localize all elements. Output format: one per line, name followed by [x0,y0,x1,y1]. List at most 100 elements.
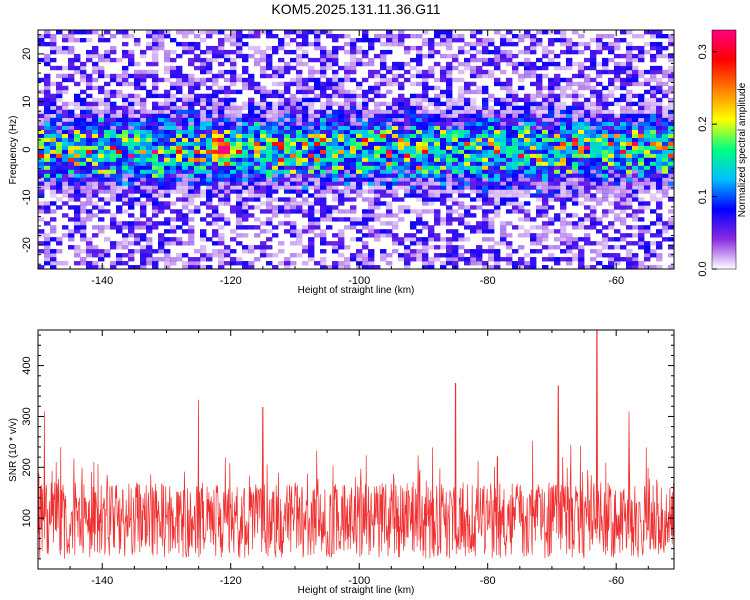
spectrogram-cell [638,265,645,269]
spectrogram-cell [386,169,393,174]
spectrogram-cell [296,125,303,130]
spectrogram-cell [254,33,261,39]
spectrogram-cell [560,249,567,254]
spectrogram-cell [200,229,207,234]
spectrogram-cell [188,185,195,190]
spectrogram-cell [602,97,609,103]
spectrogram-cell [590,49,597,55]
spectrogram-cell [200,65,207,71]
spectrogram-cell [464,181,471,186]
spectrogram-cell [584,125,591,130]
spectrogram-cell [650,193,657,198]
spectrogram-cell [140,49,147,55]
spectrogram-cell [668,129,674,134]
spectrogram-cell [248,225,255,230]
spectrogram-cell [266,209,273,214]
spectrogram-cell [38,97,45,103]
spectrogram-cell [338,233,345,238]
spectrogram-cell [206,93,213,99]
spectrogram-cell [254,177,261,182]
spectrogram-cell [272,93,279,99]
spectrogram-cell [578,193,585,198]
spectrogram-cell [434,49,441,55]
spectrogram-cell [278,197,285,202]
spectrogram-cell [500,221,507,226]
spectrogram-cell [638,141,645,146]
spectrogram-cell [242,169,249,174]
spectrogram-cell [362,97,369,103]
spectrogram-cell [602,129,609,134]
spectrogram-cell [500,37,507,43]
spectrogram-cell [38,217,45,222]
spectrogram-cell [638,93,645,99]
spectrogram-cell [140,145,147,150]
spectrogram-cell [482,209,489,214]
spectrogram-cell [296,105,303,111]
spectrogram-cell [314,149,321,154]
spectrogram-cell [386,153,393,158]
spectrogram-cell [254,81,261,87]
spectrogram-cell [476,41,483,47]
spectrogram-cell [362,189,369,194]
spectrogram-cell [164,129,171,134]
spectrogram-cell [260,185,267,190]
spectrogram-cell [62,125,69,130]
spectrogram-cell [272,109,279,115]
spectrogram-cell [74,177,81,182]
spectrogram-cell [236,173,243,178]
spectrogram-cell [290,181,297,186]
spectrogram-cell [494,81,501,87]
spectrogram-cell [482,189,489,194]
spectrogram-cell [320,189,327,194]
spectrogram-cell [632,113,639,119]
spectrogram-cell [602,45,609,51]
spectrogram-cell [494,97,501,103]
spectrogram-cell [44,133,51,138]
spectrogram-cell [566,197,573,202]
spectrogram-cell [620,53,627,59]
spectrogram-cell [176,161,183,166]
spectrogram-cell [338,165,345,170]
spectrogram-cell [416,157,423,162]
spectrogram-cell [122,221,129,226]
spectrogram-cell [428,141,435,146]
spectrogram-cell [104,141,111,146]
spectrogram-cell [554,189,561,194]
spectrogram-cell [410,177,417,182]
spectrogram-cell [176,169,183,174]
spectrogram-cell [332,233,339,238]
spectrogram-cell [332,161,339,166]
spectrogram-cell [656,125,663,130]
spectrogram-cell [584,57,591,63]
spectrogram-cell [368,173,375,178]
spectrogram-cell [392,37,399,43]
spectrogram-cell [572,237,579,242]
spectrogram-cell [440,117,447,123]
spectrogram-cell [632,117,639,123]
spectrogram-cell [416,229,423,234]
spectrogram-cell [272,181,279,186]
spectrogram-cell [554,77,561,83]
spectrogram-cell [638,173,645,178]
spectrogram-cell [554,61,561,67]
spectrogram-cell [626,133,633,138]
spectrogram-cell [122,169,129,174]
spectrogram-cell [50,153,57,158]
spectrogram-cell [254,121,261,126]
spectrogram-cell [434,221,441,226]
spectrogram-cell [500,241,507,246]
spectrogram-cell [494,57,501,63]
spectrogram-cell [488,185,495,190]
spectrogram-cell [338,45,345,51]
spectrogram-cell [170,181,177,186]
spectrogram-cell [236,121,243,126]
spectrogram-cell [56,129,63,134]
spectrogram-cell [374,213,381,218]
spectrogram-cell [428,209,435,214]
spectrogram-cell [260,145,267,150]
spectrogram-cell [560,189,567,194]
spectrogram-cell [650,133,657,138]
spectrogram-cell [260,105,267,111]
spectrogram-cell [182,129,189,134]
spectrogram-cell [620,193,627,198]
